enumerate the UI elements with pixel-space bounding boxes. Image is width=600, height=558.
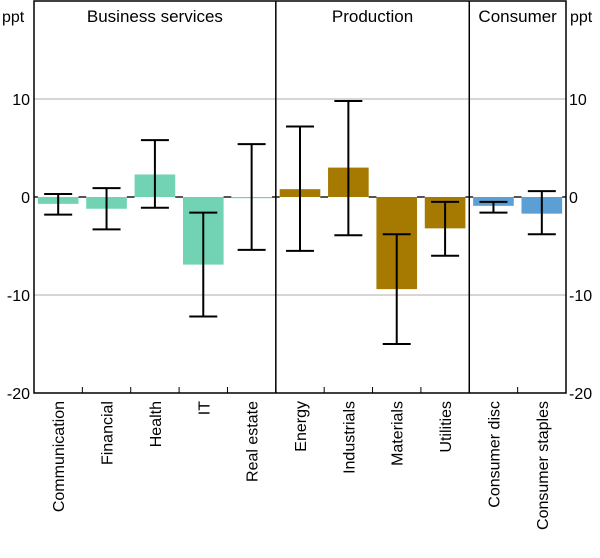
- x-tick-label: Utilities: [438, 401, 455, 453]
- error-bar: [286, 125, 314, 252]
- y-axis-label-left: ppt: [2, 9, 25, 26]
- y-tick-label-right: 10: [569, 92, 587, 109]
- x-tick-label: Consumer disc: [486, 401, 503, 508]
- gridlines: [34, 98, 566, 296]
- y-tick-label-left: -20: [7, 386, 30, 403]
- x-tick-label: Consumer staples: [535, 401, 552, 530]
- error-bar: [44, 193, 73, 216]
- error-bar: [237, 143, 266, 251]
- x-tick-label: Real estate: [245, 401, 262, 482]
- x-tick-label: Health: [148, 401, 165, 447]
- plot-border: [33, 0, 567, 394]
- y-tick-label-left: 0: [21, 190, 30, 207]
- error-bar: [431, 200, 460, 257]
- group-label: Consumer: [478, 7, 557, 26]
- error-bar: [140, 139, 169, 209]
- x-tick-label: Energy: [293, 401, 310, 452]
- y-tick-label-left: 10: [12, 92, 30, 109]
- x-tick-label: Industrials: [341, 401, 358, 474]
- x-tick-label: IT: [196, 401, 213, 415]
- x-tick-label: Financial: [100, 401, 117, 465]
- y-tick-label-right: -20: [569, 386, 592, 403]
- x-tick-label: Communication: [51, 401, 68, 512]
- error-bar: [479, 200, 508, 214]
- error-bar: [382, 233, 411, 345]
- error-bar: [92, 187, 121, 231]
- plot-frame: [33, 0, 567, 394]
- group-label: Business services: [87, 7, 223, 26]
- group-label: Production: [332, 7, 413, 26]
- error-bar: [334, 99, 363, 237]
- y-tick-label-right: -10: [569, 288, 592, 305]
- y-tick-label-right: 0: [569, 190, 578, 207]
- y-axis-label-right: ppt: [570, 9, 593, 26]
- labels: ppt ppt Business services Production Consu…: [2, 7, 593, 530]
- error-bars: [44, 99, 556, 345]
- error-bar: [527, 190, 556, 236]
- x-tick-label: Materials: [390, 401, 407, 466]
- error-bar: [189, 211, 218, 318]
- y-tick-label-left: -10: [7, 288, 30, 305]
